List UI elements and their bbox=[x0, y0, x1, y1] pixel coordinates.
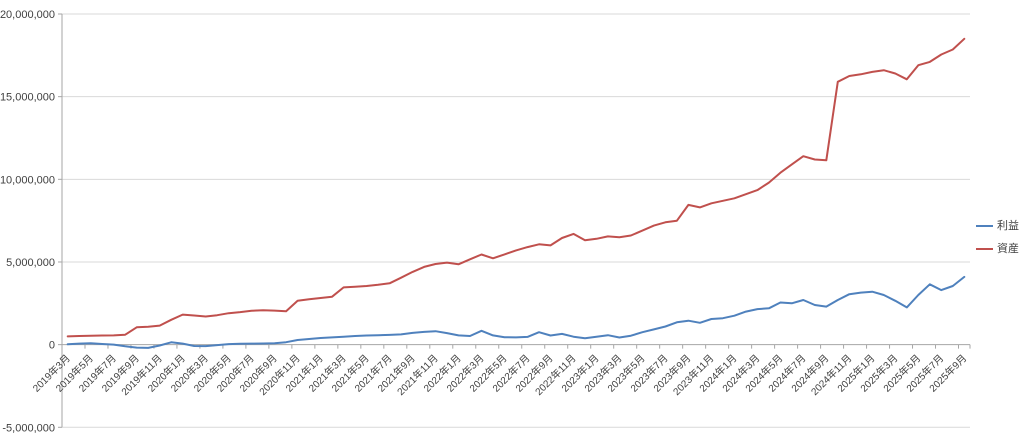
y-axis-label: 0 bbox=[49, 340, 55, 352]
legend-label-profit: 利益 bbox=[997, 220, 1019, 232]
legend-item-profit: 利益 bbox=[976, 219, 1019, 233]
asset-series-line bbox=[66, 37, 966, 338]
y-axis-label: 5,000,000 bbox=[6, 257, 55, 269]
y-axis-label: -5,000,000 bbox=[2, 422, 55, 434]
y-axis-label: 10,000,000 bbox=[0, 174, 55, 186]
y-axis-label: 15,000,000 bbox=[0, 92, 55, 104]
profit-series-line bbox=[66, 275, 966, 349]
asset-line-swatch bbox=[976, 248, 993, 250]
legend-label-asset: 資産 bbox=[997, 243, 1019, 255]
profit-line-swatch bbox=[976, 225, 993, 227]
legend-item-asset: 資産 bbox=[976, 242, 1019, 256]
legend: 利益 資産 bbox=[976, 219, 1019, 256]
y-axis-label: 20,000,000 bbox=[0, 9, 55, 21]
